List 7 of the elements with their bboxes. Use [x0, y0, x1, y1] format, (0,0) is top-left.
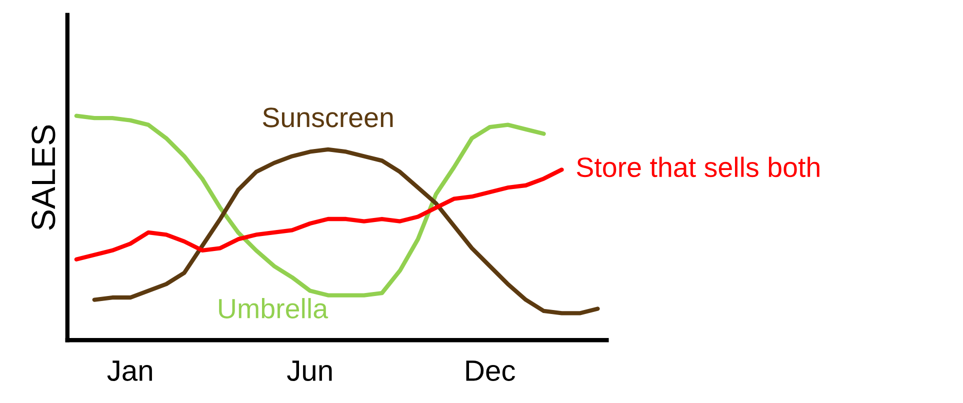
x-tick-label: Jun: [287, 360, 332, 381]
y-axis-title: SALES: [32, 125, 56, 230]
series-label: Store that sells both: [576, 156, 820, 178]
series-label: Sunscreen: [262, 108, 393, 128]
x-tick-label: Dec: [466, 360, 516, 381]
series-label: Umbrella: [219, 298, 328, 318]
x-tick-label: Jan: [107, 360, 152, 381]
